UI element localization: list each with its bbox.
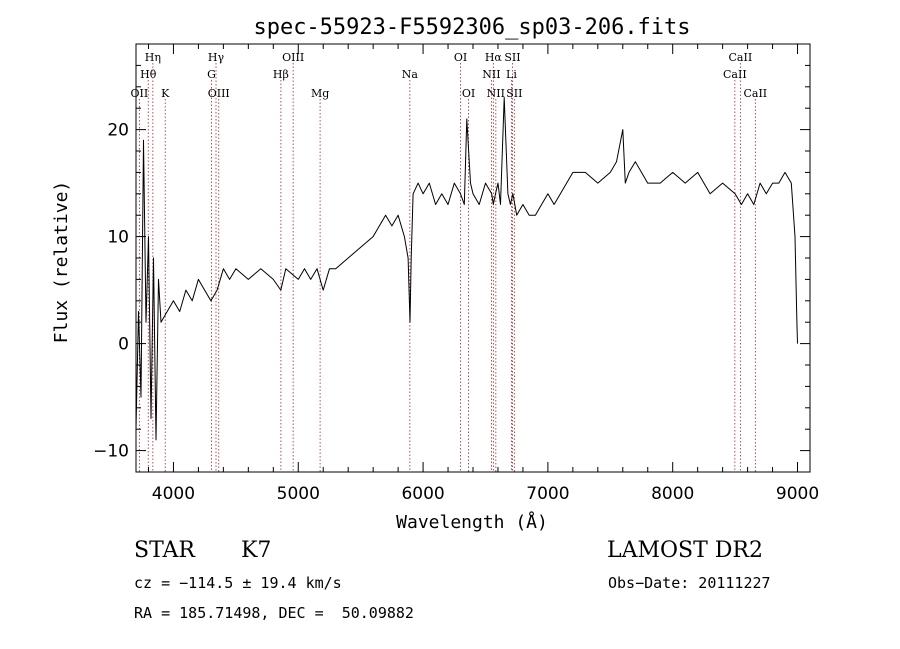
x-tick-label: 6000 [401,484,444,504]
object-class: STAR [134,538,195,563]
x-axis-label: Wavelength (Å) [396,511,548,533]
spectral-line-label: OIII [208,87,230,100]
spectral-line-label: CaII [723,68,747,81]
x-tick-label: 7000 [526,484,569,504]
series-line-flux [135,97,798,441]
spectral-line-label: Hβ [273,68,289,81]
spectral-lines: OIIHθHηKHγGOIIIHβOIIIMgNaOIOIHαNIINIISII… [131,51,767,472]
spectral-line-label: SII [504,51,520,64]
x-tick-label: 5000 [277,484,320,504]
y-tick-label: 10 [107,228,129,248]
spectral-line-label: Hη [145,51,161,64]
y-tick-label: −10 [93,442,129,462]
plot-frame [135,43,811,473]
spectral-line-label: Na [402,68,419,81]
spectral-line-label: NII [482,68,500,81]
spectral-line-label: SII [506,87,522,100]
spectral-line-label: G [207,68,216,81]
spectral-line-label: OI [462,87,475,100]
y-tick-label: 20 [107,121,129,141]
spectral-line-label: Mg [311,87,329,100]
spectral-line-label: OII [131,87,149,100]
x-tick-label: 8000 [651,484,694,504]
spectral-line-label: Hγ [208,51,225,64]
spectral-line-label: K [161,87,170,100]
spectral-line-label: OI [454,51,467,64]
survey-name: LAMOST DR2 [607,538,763,563]
spectral-line-label: Hα [485,51,503,64]
spectral-line-label: Hθ [140,68,157,81]
spectral-line-label: CaII [729,51,753,64]
x-tick-label: 9000 [776,484,819,504]
object-subclass: K7 [241,538,272,563]
y-tick-label: 0 [118,335,129,355]
x-tick-label: 4000 [152,484,195,504]
redshift-velocity: cz = −114.5 ± 19.4 km/s [134,574,342,592]
observation-date: Obs−Date: 20111227 [608,574,771,592]
y-axis-label: Flux (relative) [51,181,72,344]
sky-coordinates: RA = 185.71498, DEC = 50.09882 [134,604,414,622]
spectral-line-label: Li [506,68,517,81]
spectral-line-label: CaII [743,87,767,100]
spectral-line-label: OIII [282,51,304,64]
series-layer [135,97,798,441]
axis-ticks: 4000 5000 6000 7000 8000 9000 −10 0 10 20 [93,43,819,504]
spectral-line-label: NII [487,87,505,100]
chart-title: spec-55923-F5592306_sp03-206.fits [253,15,690,40]
